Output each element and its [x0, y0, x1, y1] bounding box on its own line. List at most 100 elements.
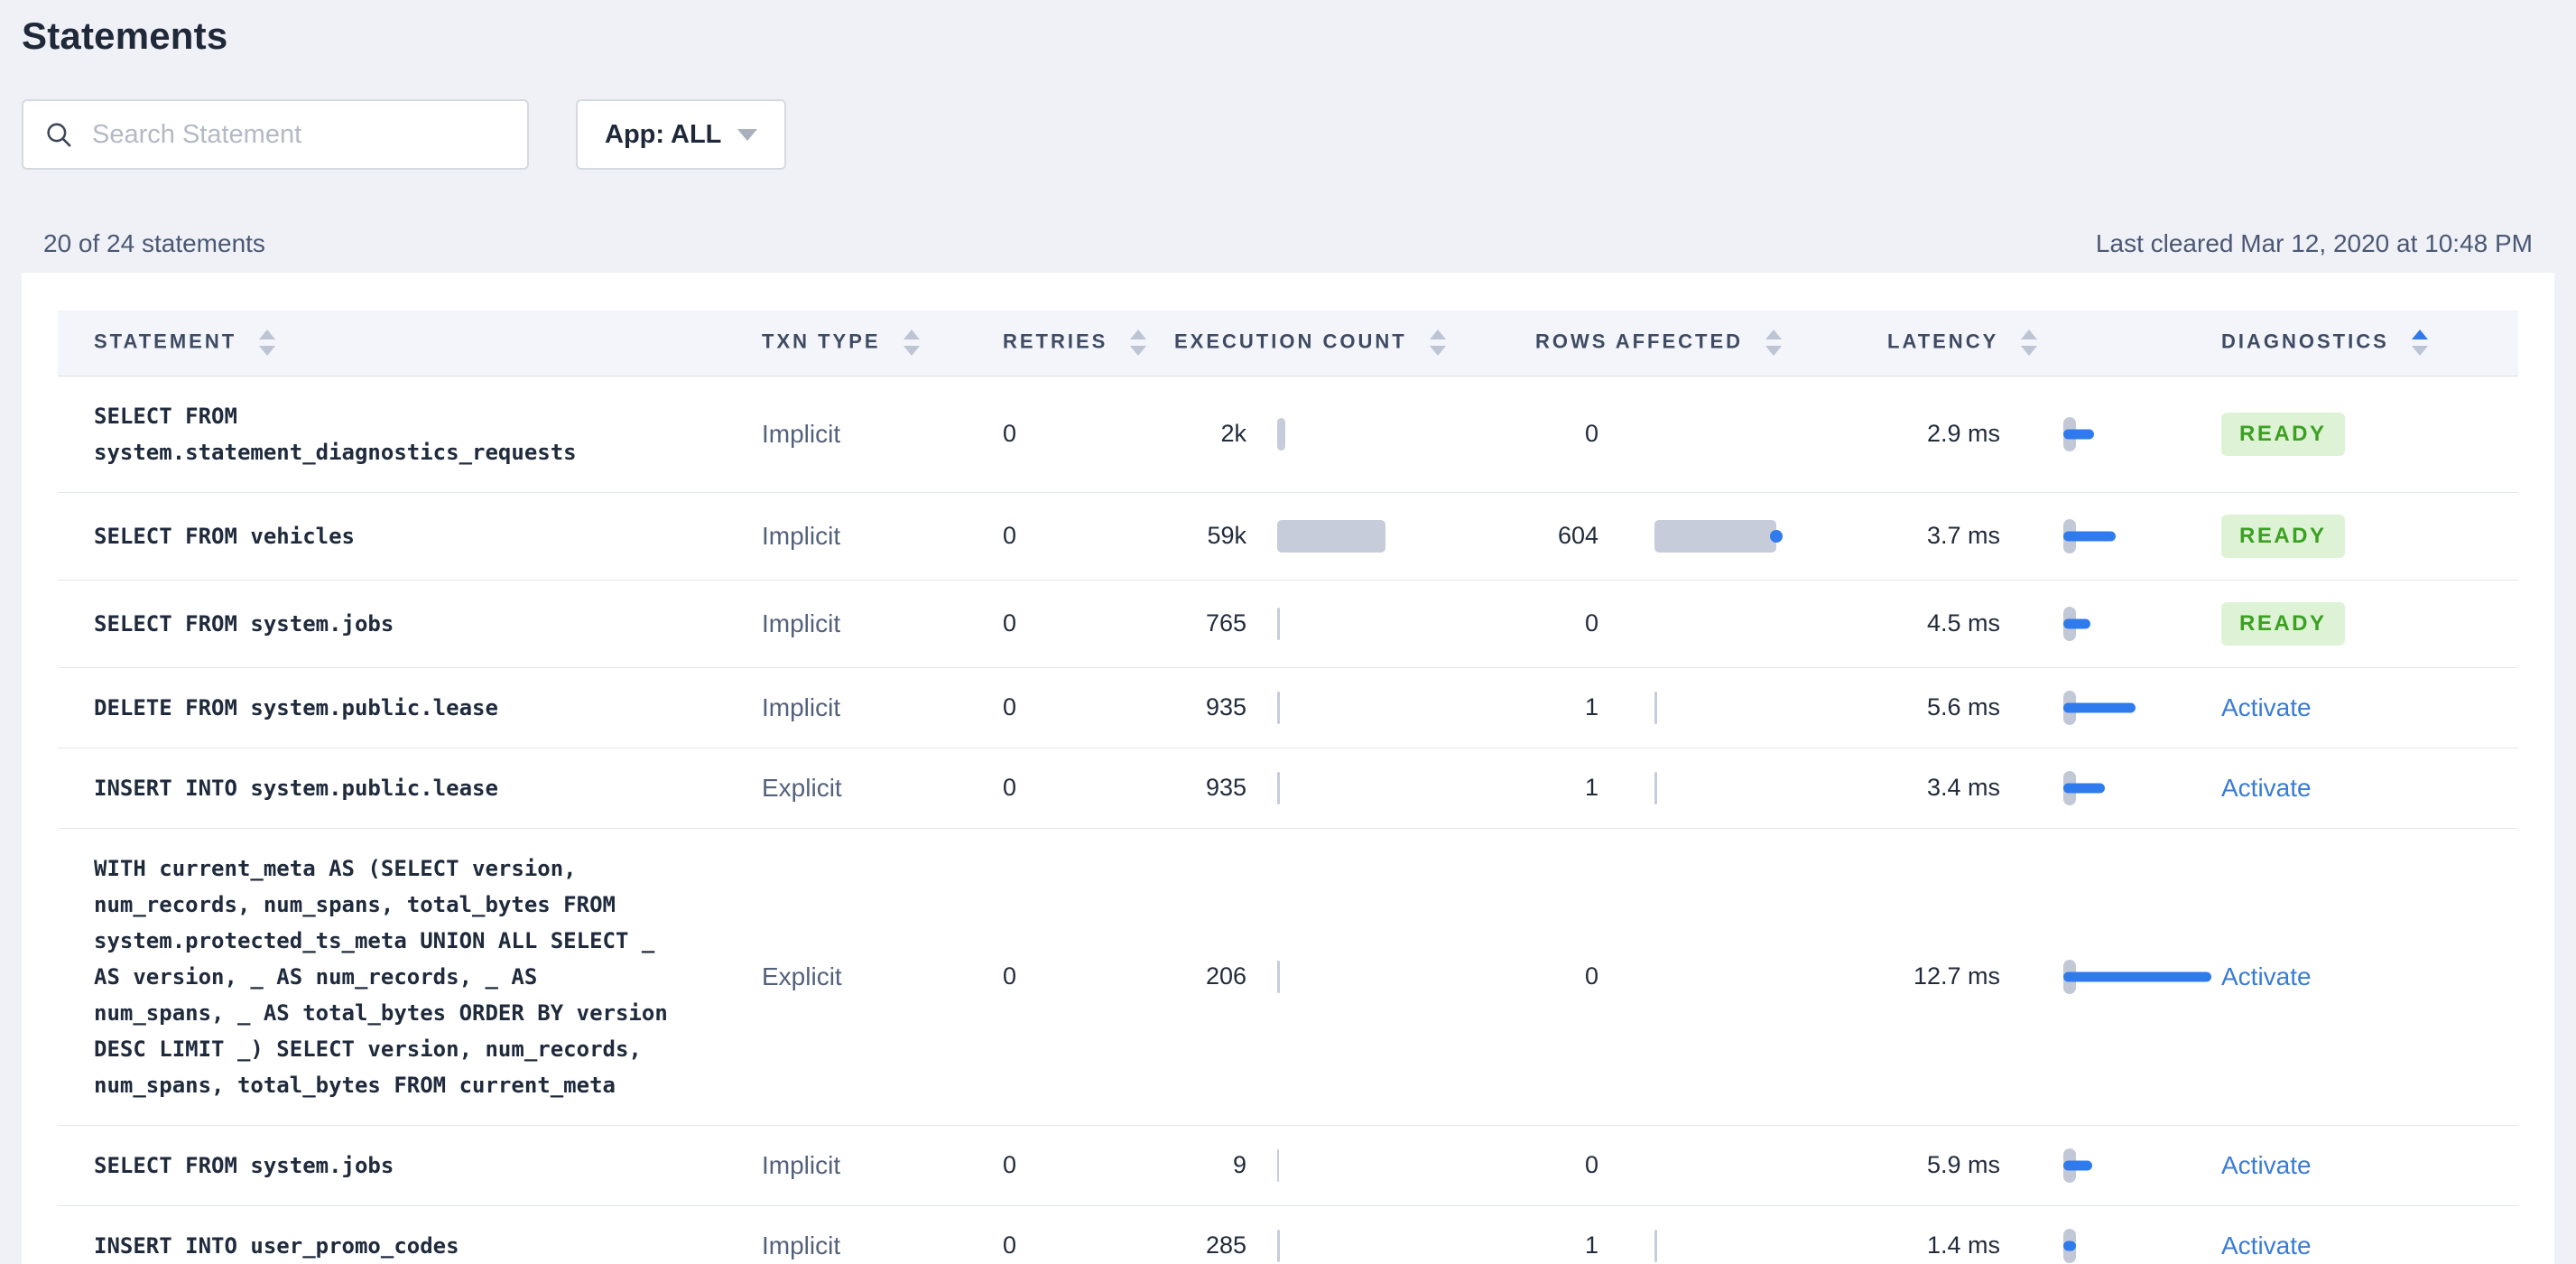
execution-count-cell: 2k [1174, 417, 1535, 451]
latency-bar-chart [2063, 606, 2090, 641]
statements-page: Statements App: ALL 20 of 24 statements … [0, 0, 2576, 258]
txn-type-value: Implicit [762, 1150, 841, 1179]
latency-mean-bar [2063, 1160, 2092, 1170]
rows-affected-value: 0 [1584, 420, 1598, 447]
diagnostics-cell: READY [2221, 492, 2518, 580]
app-filter-label: App: ALL [605, 119, 722, 149]
diagnostics-cell: Activate [2221, 1205, 2518, 1264]
rows-affected-cell: 1 [1535, 771, 1887, 804]
latency-cell: 1.4 ms [1887, 1228, 2221, 1263]
latency-bar-chart [2063, 518, 2116, 553]
column-header-rows-affected[interactable]: ROWS AFFECTED [1535, 311, 1887, 376]
activate-diagnostics-link[interactable]: Activate [2221, 962, 2312, 990]
search-box[interactable] [22, 99, 529, 170]
sort-arrows-icon [903, 330, 920, 357]
execution-count-bar [1277, 1229, 1280, 1262]
activate-diagnostics-link[interactable]: Activate [2221, 1231, 2312, 1259]
statement-link[interactable]: SELECT FROM vehicles [94, 523, 355, 549]
rows-affected-value: 0 [1584, 962, 1598, 990]
txn-type-value: Explicit [762, 962, 842, 990]
txn-type-value: Implicit [762, 419, 841, 448]
latency-mean-bar [2063, 702, 2136, 712]
retries-value: 0 [1003, 962, 1017, 990]
statement-link[interactable]: SELECT FROM system.jobs [94, 610, 394, 637]
execution-count-value: 59k [1207, 522, 1246, 549]
latency-mean-bar [2063, 618, 2090, 628]
statement-link[interactable]: INSERT INTO user_promo_codes [94, 1232, 459, 1259]
app-filter-dropdown[interactable]: App: ALL [576, 99, 787, 170]
rows-affected-cell: 0 [1535, 1151, 1887, 1179]
table-row: SELECT FROM vehicles Implicit 0 59k 604 3.7 m… [58, 492, 2518, 580]
statement-link[interactable]: SELECT FROM system.jobs [94, 1152, 394, 1178]
latency-value: 4.5 ms [1926, 609, 2000, 637]
execution-count-value: 206 [1205, 962, 1246, 990]
latency-cell: 12.7 ms [1887, 959, 2221, 994]
table-header-row: STATEMENT TXN TYPE RETRIES EXECUTION COU… [58, 311, 2518, 376]
sort-arrows-icon-active [2411, 330, 2428, 357]
table-row: INSERT INTO system.public.lease Explicit 0… [58, 748, 2518, 828]
diagnostics-cell: READY [2221, 580, 2518, 667]
latency-bar-chart [2063, 959, 2211, 994]
txn-type-value: Implicit [762, 1231, 841, 1259]
rows-affected-dot [1770, 529, 1783, 543]
execution-count-value: 765 [1205, 609, 1246, 637]
diagnostics-cell: Activate [2221, 667, 2518, 748]
statements-table-card: STATEMENT TXN TYPE RETRIES EXECUTION COU… [22, 273, 2554, 1264]
latency-value: 3.4 ms [1926, 774, 2000, 801]
latency-cell: 3.4 ms [1887, 770, 2221, 805]
execution-count-value: 935 [1205, 774, 1246, 801]
latency-value: 3.7 ms [1926, 522, 2000, 549]
summary-row: 20 of 24 statements Last cleared Mar 12,… [22, 229, 2554, 258]
sort-arrows-icon [1130, 330, 1147, 357]
statement-link[interactable]: SELECT FROM system.statement_diagnostics… [94, 403, 577, 465]
execution-count-cell: 206 [1174, 960, 1535, 993]
retries-value: 0 [1003, 1151, 1017, 1178]
latency-bar-chart [2063, 770, 2105, 805]
latency-cell: 2.9 ms [1887, 416, 2221, 451]
latency-mean-bar [2063, 1241, 2076, 1250]
execution-count-cell: 59k [1174, 519, 1535, 553]
column-header-diagnostics[interactable]: DIAGNOSTICS [2221, 311, 2518, 376]
execution-count-bar [1277, 607, 1280, 640]
execution-count-value: 2k [1220, 420, 1246, 447]
activate-diagnostics-link[interactable]: Activate [2221, 692, 2312, 721]
latency-value: 5.6 ms [1926, 693, 2000, 720]
statement-link[interactable]: INSERT INTO system.public.lease [94, 775, 498, 801]
table-row: SELECT FROM system.jobs Implicit 0 765 0 4.5 … [58, 580, 2518, 667]
rows-affected-bar [1654, 771, 1657, 804]
latency-bar-chart [2063, 1148, 2092, 1183]
diagnostics-ready-badge: READY [2221, 514, 2345, 558]
txn-type-value: Explicit [762, 773, 842, 802]
sort-arrows-icon [1765, 330, 1783, 357]
statement-link[interactable]: DELETE FROM system.public.lease [94, 694, 498, 720]
activate-diagnostics-link[interactable]: Activate [2221, 1150, 2312, 1179]
last-cleared-text: Last cleared Mar 12, 2020 at 10:48 PM [2095, 229, 2533, 257]
search-input[interactable] [92, 119, 507, 150]
activate-diagnostics-link[interactable]: Activate [2221, 773, 2312, 802]
txn-type-value: Implicit [762, 692, 841, 721]
latency-bar-chart [2063, 1228, 2076, 1263]
latency-bar-chart [2063, 416, 2094, 451]
column-header-statement[interactable]: STATEMENT [58, 311, 762, 376]
column-header-retries[interactable]: RETRIES [1003, 311, 1174, 376]
latency-value: 5.9 ms [1926, 1151, 2000, 1178]
statement-link[interactable]: WITH current_meta AS (SELECT version, nu… [94, 855, 668, 1098]
page-title: Statements [22, 14, 228, 57]
txn-type-value: Implicit [762, 521, 841, 550]
execution-count-cell: 935 [1174, 691, 1535, 724]
rows-affected-value: 1 [1584, 1231, 1598, 1259]
rows-affected-value: 0 [1584, 1151, 1598, 1178]
execution-count-cell: 765 [1174, 607, 1535, 640]
retries-value: 0 [1003, 1231, 1017, 1259]
latency-cell: 4.5 ms [1887, 606, 2221, 641]
rows-affected-cell: 1 [1535, 691, 1887, 724]
rows-affected-bar [1654, 691, 1657, 724]
execution-count-cell: 9 [1174, 1148, 1535, 1182]
column-header-execution-count[interactable]: EXECUTION COUNT [1174, 311, 1535, 376]
sort-arrows-icon [1429, 330, 1446, 357]
column-header-latency[interactable]: LATENCY [1887, 311, 2221, 376]
diagnostics-ready-badge: READY [2221, 412, 2345, 456]
table-row: INSERT INTO user_promo_codes Implicit 0 285… [58, 1205, 2518, 1264]
table-row: DELETE FROM system.public.lease Implicit 0… [58, 667, 2518, 748]
column-header-txn-type[interactable]: TXN TYPE [762, 311, 1003, 376]
